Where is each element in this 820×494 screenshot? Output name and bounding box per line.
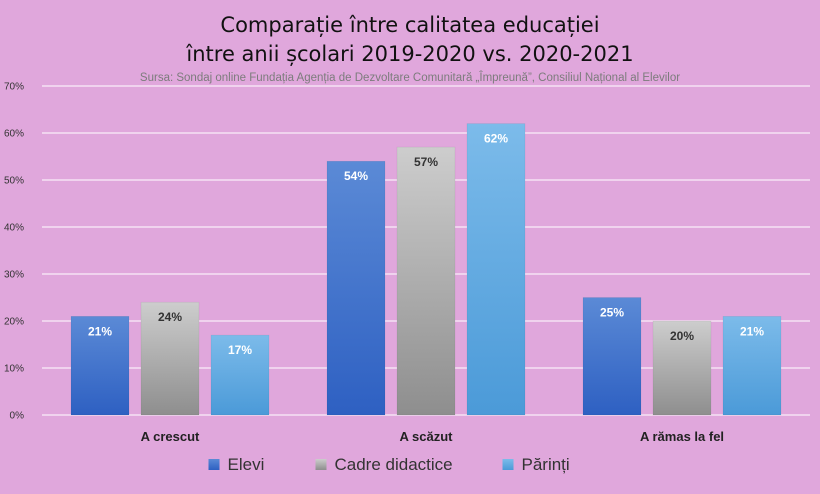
legend-swatch (502, 459, 514, 470)
bar (466, 123, 526, 416)
data-label: 17% (228, 343, 252, 357)
data-label: 21% (740, 324, 764, 338)
bar (326, 160, 386, 416)
bar (582, 297, 642, 416)
chart-title-line-1: Comparație între calitatea educației (220, 13, 599, 37)
legend-label: Elevi (228, 455, 265, 474)
bar (652, 320, 712, 416)
x-tick-label: A rămas la fel (640, 429, 724, 444)
y-tick-label: 60% (4, 129, 24, 140)
x-tick-label: A scăzut (400, 429, 454, 444)
y-tick-label: 10% (4, 364, 24, 375)
data-label: 20% (670, 329, 694, 343)
y-tick-label: 70% (4, 82, 24, 93)
y-tick-label: 30% (4, 270, 24, 281)
bar (396, 146, 456, 416)
data-label: 62% (484, 132, 508, 146)
chart-title-line-2: între anii școlari 2019-2020 vs. 2020-20… (185, 42, 633, 66)
chart-source-note: Sursa: Sondaj online Fundația Agenția de… (140, 71, 680, 84)
bar (210, 334, 270, 416)
legend-swatch (315, 459, 327, 470)
legend-label: Părinți (522, 455, 570, 474)
data-label: 24% (158, 310, 182, 324)
data-label: 21% (88, 324, 112, 338)
y-tick-label: 50% (4, 176, 24, 187)
x-tick-label: A crescut (141, 429, 200, 444)
y-tick-label: 20% (4, 317, 24, 328)
legend-label: Cadre didactice (335, 455, 453, 474)
bar (70, 315, 130, 416)
data-label: 57% (414, 155, 438, 169)
bar (722, 315, 782, 416)
y-tick-label: 0% (10, 411, 25, 422)
data-label: 54% (344, 169, 368, 183)
y-tick-label: 40% (4, 223, 24, 234)
bar (140, 301, 200, 416)
legend-swatch (208, 459, 220, 470)
data-label: 25% (600, 306, 624, 320)
